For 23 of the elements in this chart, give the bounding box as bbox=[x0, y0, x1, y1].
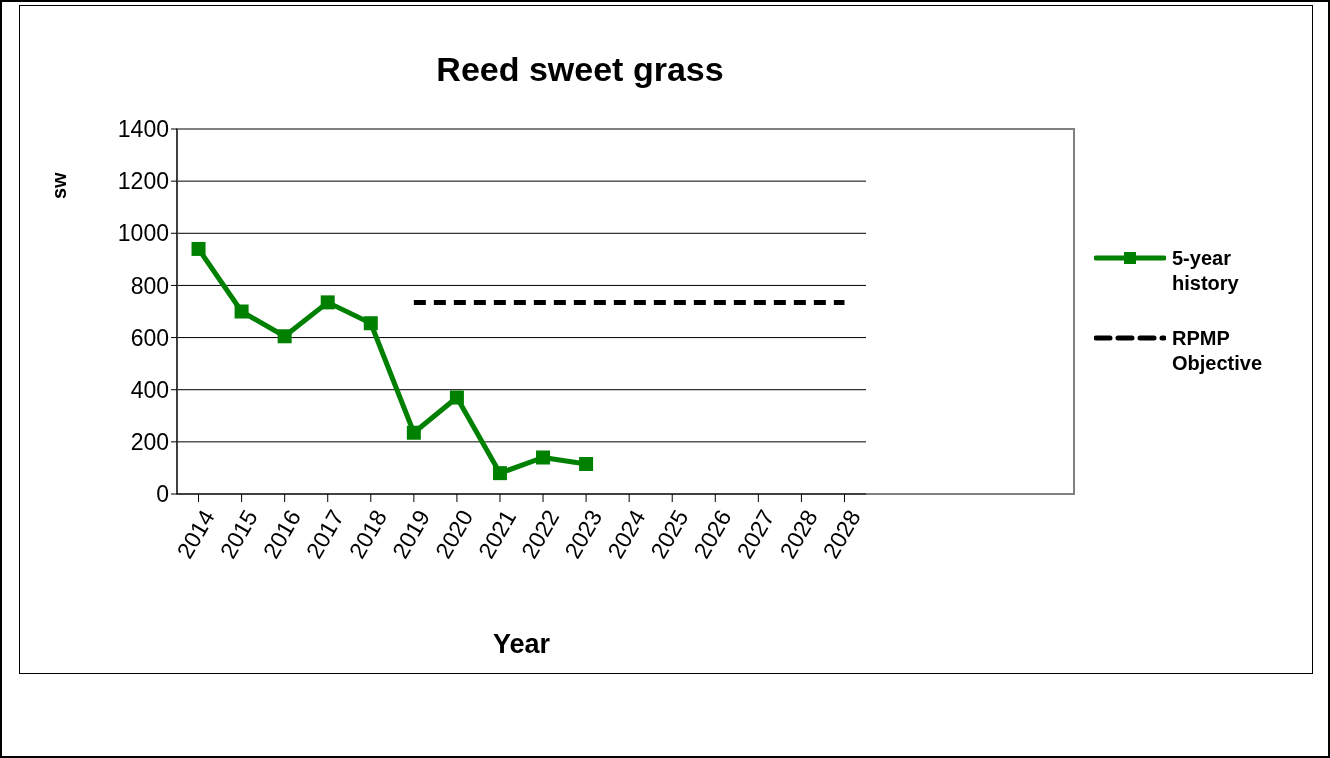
point bbox=[406, 425, 421, 440]
y-tick-label: 400 bbox=[130, 376, 169, 403]
y-tick-label: 200 bbox=[130, 429, 169, 456]
point bbox=[363, 316, 378, 331]
y-tick-label: 1200 bbox=[117, 168, 169, 195]
y-tick-label: 800 bbox=[130, 272, 169, 299]
point bbox=[234, 304, 249, 319]
y-axis-title: sw bbox=[48, 171, 71, 199]
point bbox=[320, 295, 335, 310]
legend-label: 5-year history bbox=[1172, 246, 1240, 296]
point bbox=[579, 457, 594, 472]
point bbox=[492, 466, 507, 481]
y-tick-label: 1400 bbox=[117, 116, 169, 143]
point bbox=[191, 241, 206, 256]
point bbox=[449, 390, 464, 405]
y-tick-label: 1000 bbox=[117, 220, 169, 247]
y-tick-label: 0 bbox=[156, 481, 169, 508]
x-axis-title: Year bbox=[492, 629, 551, 659]
point bbox=[536, 450, 551, 465]
y-tick-label: 600 bbox=[130, 324, 169, 351]
chart-title: Reed sweet grass bbox=[435, 50, 725, 89]
legend-label: RPMP Objective bbox=[1172, 326, 1264, 376]
point bbox=[277, 329, 292, 344]
